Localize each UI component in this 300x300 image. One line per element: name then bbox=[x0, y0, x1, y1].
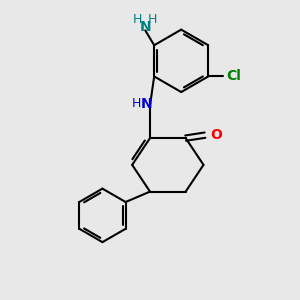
Text: Cl: Cl bbox=[227, 69, 242, 83]
Text: N: N bbox=[140, 20, 151, 34]
Text: O: O bbox=[210, 128, 222, 142]
Text: H: H bbox=[133, 14, 142, 26]
Text: H: H bbox=[132, 98, 141, 110]
Text: H: H bbox=[148, 14, 158, 26]
Text: N: N bbox=[141, 97, 153, 111]
